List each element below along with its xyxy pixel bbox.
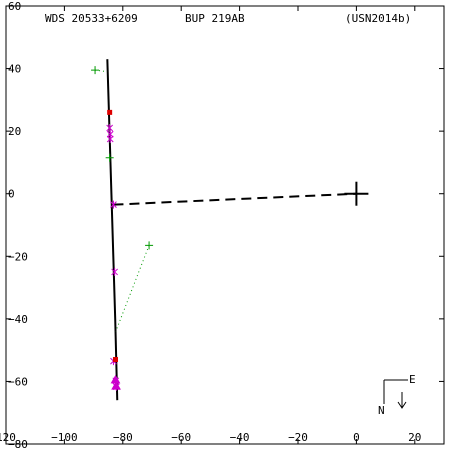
observation-plus-marker (105, 153, 114, 162)
observation-square-marker (107, 109, 113, 115)
observation-triangle-marker (111, 381, 121, 390)
y-tick-label: 0 (8, 188, 15, 201)
header-wds-id: WDS 20533+6209 (45, 12, 138, 25)
y-tick-label: 40 (8, 63, 21, 76)
y-tick-label: −40 (8, 313, 28, 326)
x-tick-label: −40 (230, 431, 250, 444)
compass-east-label: E (409, 373, 416, 386)
header-orbit-ref: (USN2014b) (345, 12, 411, 25)
observation-asterisk-marker (110, 200, 117, 209)
x-tick-label: −80 (113, 431, 133, 444)
observation-asterisk-marker (106, 124, 114, 133)
compass: E N (378, 373, 416, 417)
y-tick-label: 20 (8, 125, 21, 138)
observation-asterisk-marker (111, 267, 118, 276)
observation-triangle-marker (110, 374, 121, 384)
header-pair-name: BUP 219AB (185, 12, 245, 25)
observation-plus-marker (145, 241, 154, 250)
residual-line (115, 245, 150, 332)
compass-arrowhead-icon (397, 401, 407, 409)
x-tick-label: −60 (171, 431, 191, 444)
x-tick-label: −100 (51, 431, 78, 444)
x-tick-label: −20 (288, 431, 308, 444)
x-tick-label: 20 (408, 431, 421, 444)
observation-square-marker (113, 357, 118, 363)
plot-frame (5, 5, 445, 445)
observation-asterisk-marker (106, 134, 114, 143)
orbit-layer (94, 59, 369, 401)
x-tick-label: 120 (0, 431, 16, 444)
compass-north-label: N (378, 404, 385, 417)
y-tick-label: 60 (8, 0, 21, 13)
periastron-line (113, 192, 357, 206)
observation-plus-marker (91, 66, 100, 75)
y-tick-label: −20 (8, 250, 28, 263)
x-tick-label: 0 (353, 431, 360, 444)
y-tick-label: −60 (8, 375, 28, 388)
observation-marks (91, 66, 154, 391)
y-tick-label: −80 (8, 438, 28, 450)
